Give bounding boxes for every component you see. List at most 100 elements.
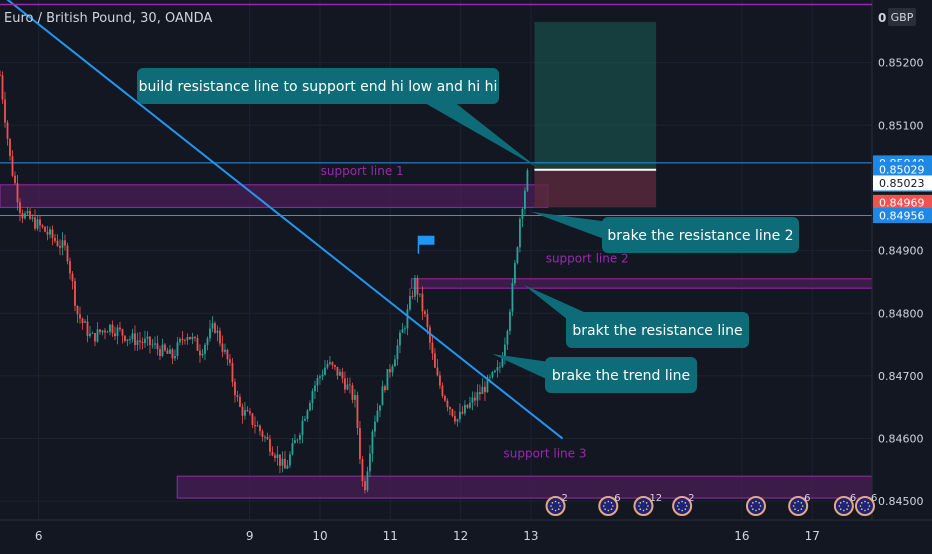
event-marker[interactable]: 12: [633, 493, 662, 516]
support-zone[interactable]: [0, 184, 549, 208]
candle-body: [31, 217, 34, 219]
candle-body: [229, 359, 231, 363]
candle-body: [474, 397, 476, 401]
candle-body: [86, 321, 89, 337]
price-axis[interactable]: 0.85200 0.85100 0.84900 0.84800 0.84700 0.846…: [878, 57, 924, 509]
candle-body: [4, 99, 6, 123]
time-axis[interactable]: 6 9 10 11 12 13 16 17: [35, 529, 820, 543]
event-marker[interactable]: 2: [545, 493, 568, 516]
support-zone[interactable]: [410, 278, 873, 289]
event-marker[interactable]: 6: [788, 493, 811, 516]
event-marker[interactable]: 6: [598, 493, 621, 516]
star-dot: [559, 505, 561, 507]
flag-eu-icon[interactable]: [788, 496, 809, 516]
star-dot: [557, 502, 560, 504]
event-marker[interactable]: 6: [833, 493, 856, 516]
candle-body: [119, 327, 121, 330]
flag-eu-icon[interactable]: [833, 496, 854, 516]
currency-badge[interactable]: [888, 8, 916, 26]
star-dot: [676, 505, 679, 507]
currency-label: GBP: [891, 11, 914, 24]
star-dot: [610, 502, 613, 504]
candle-body: [386, 369, 389, 391]
candle-body: [456, 419, 459, 422]
star-dot: [794, 508, 796, 510]
candle-body: [6, 122, 9, 139]
candle-body: [249, 411, 251, 414]
flag-eu-icon[interactable]: [854, 496, 875, 516]
flag-eu-icon[interactable]: [745, 496, 766, 516]
candle-body: [341, 371, 344, 379]
callout[interactable]: build resistance line to support end hi …: [137, 68, 538, 168]
candle-body: [359, 427, 361, 460]
candle-body: [506, 331, 509, 345]
candle-body: [346, 384, 349, 390]
candle-body: [54, 237, 56, 241]
star-dot: [864, 500, 866, 503]
candle-body: [289, 454, 291, 466]
candle-body: [389, 369, 391, 373]
star-dot: [604, 502, 606, 504]
flag-eu-icon[interactable]: [633, 496, 654, 516]
callout-box[interactable]: [137, 68, 499, 104]
callout[interactable]: brake the resistance line 2: [530, 211, 799, 253]
star-dot: [867, 502, 869, 504]
zone-labels: support line 1 support line 2 support line…: [321, 164, 629, 461]
y-tick-label: 0.85100: [878, 119, 924, 132]
trendline-layer[interactable]: [0, 0, 564, 440]
callout-box[interactable]: [545, 357, 697, 393]
candle-body: [431, 342, 434, 354]
flag-eu-icon[interactable]: [598, 496, 619, 516]
take-profit-area[interactable]: [534, 21, 657, 170]
flag-eu-icon[interactable]: [672, 496, 693, 516]
support-zone[interactable]: [176, 475, 873, 499]
candle-body: [129, 339, 131, 340]
star-dot: [755, 509, 757, 512]
star-dot: [868, 505, 871, 507]
star-dot: [684, 508, 687, 510]
callout-box[interactable]: [566, 312, 749, 348]
candle-body: [74, 281, 76, 306]
star-dot: [860, 502, 863, 504]
candle-body: [511, 283, 514, 312]
candle-body: [224, 349, 226, 352]
candle-body: [391, 366, 394, 373]
candle-body: [461, 411, 464, 414]
candle-body: [426, 314, 429, 328]
star-dot: [645, 502, 648, 504]
candle-body: [264, 436, 266, 438]
event-count: 12: [649, 493, 662, 504]
event-marker[interactable]: 6: [854, 493, 877, 516]
callouts-layer[interactable]: build resistance line to support end hi …: [137, 68, 799, 393]
candle-body: [76, 305, 79, 315]
star-dot: [800, 502, 803, 504]
flag-eu-icon[interactable]: [545, 496, 566, 516]
callout-box[interactable]: [602, 217, 799, 253]
candle-body: [186, 336, 189, 341]
flag-marker[interactable]: [417, 235, 435, 254]
candle-body: [144, 338, 146, 344]
flag-icon[interactable]: [418, 235, 435, 245]
position-tool[interactable]: [534, 21, 657, 208]
star-dot: [551, 502, 554, 504]
candle-body: [439, 375, 441, 386]
star-dot: [681, 509, 683, 512]
event-marker[interactable]: 2: [672, 493, 695, 516]
candle-body: [19, 202, 21, 214]
candle-body: [436, 367, 439, 376]
star-dot: [550, 505, 552, 507]
economic-events[interactable]: 2 6 12 2 6 6 6: [545, 493, 878, 516]
candle-body: [9, 138, 11, 157]
candle-body: [339, 371, 341, 376]
symbol-title[interactable]: Euro / British Pound, 30, OANDA: [4, 11, 212, 26]
candle-body: [366, 471, 369, 491]
stop-loss-area[interactable]: [534, 169, 657, 208]
candle-body: [471, 397, 474, 403]
callout[interactable]: brake the trend line: [492, 353, 697, 393]
trend-line[interactable]: [0, 0, 564, 440]
candle-body: [216, 330, 219, 333]
candle-body: [374, 421, 376, 432]
callout[interactable]: brakt the resistance line: [523, 285, 749, 348]
event-marker[interactable]: [745, 496, 766, 516]
